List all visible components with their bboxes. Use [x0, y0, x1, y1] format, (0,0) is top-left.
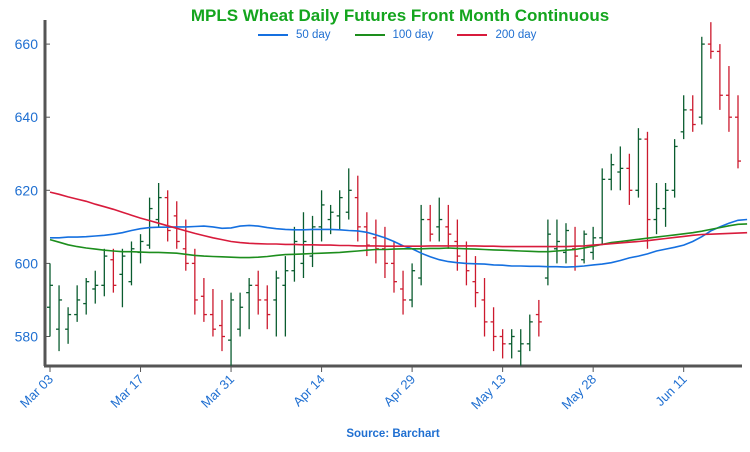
- x-tick-label: May 13: [468, 372, 509, 413]
- ohlc-bar: [47, 263, 53, 337]
- ohlc-bar: [427, 204, 434, 242]
- ohlc-bar: [553, 219, 560, 264]
- ohlc-bar: [590, 226, 597, 260]
- legend-item-100day: 100 day: [354, 27, 434, 43]
- ohlc-bar: [209, 288, 216, 337]
- ohlc-bar: [164, 190, 171, 242]
- ohlc-bar: [508, 329, 515, 359]
- ohlc-bar: [101, 248, 108, 297]
- ohlc-bar: [445, 204, 452, 249]
- ohlc-bar: [436, 197, 443, 242]
- ohlc-bar: [182, 219, 189, 271]
- ohlc-bar: [110, 248, 117, 293]
- legend-label-50day: 50 day: [296, 29, 331, 41]
- ohlc-bar: [608, 153, 615, 191]
- x-tick-label: Apr 29: [381, 372, 419, 410]
- ma-line-100-day: [49, 223, 748, 259]
- ohlc-bar: [653, 182, 660, 235]
- ohlc-bar: [563, 223, 569, 264]
- ohlc-bar: [191, 248, 198, 315]
- y-tick-label: 660: [15, 36, 39, 52]
- y-tick-label: 580: [15, 329, 39, 345]
- ohlc-bar: [689, 95, 696, 132]
- ohlc-bar: [499, 329, 506, 359]
- x-tick-label: May 28: [559, 372, 600, 413]
- ohlc-bar: [599, 168, 606, 246]
- ohlc-bar: [581, 230, 588, 264]
- ohlc-bar: [246, 278, 253, 330]
- ohlc-bar: [644, 131, 651, 249]
- ohlc-bar: [400, 270, 407, 315]
- ohlc-bar: [707, 22, 714, 59]
- ohlc-bar: [228, 292, 235, 366]
- ohlc-bar: [372, 219, 379, 264]
- legend: 50 day 100 day 200 day: [258, 27, 536, 43]
- legend-swatch-200day: [457, 34, 488, 36]
- chart-title: MPLS Wheat Daily Futures Front Month Con…: [190, 6, 610, 25]
- ohlc-bar: [381, 226, 388, 279]
- ohlc-bar: [409, 263, 416, 308]
- ohlc-bar: [535, 299, 542, 337]
- ohlc-bar: [481, 278, 488, 337]
- ohlc-bar: [391, 241, 397, 293]
- ohlc-bar: [200, 278, 207, 322]
- ohlc-bar: [155, 182, 162, 227]
- ma-line-200-day: [49, 191, 748, 248]
- ohlc-bar: [146, 197, 153, 249]
- x-tick-label: Apr 14: [290, 372, 328, 410]
- source-note: Source: Barchart: [346, 428, 440, 440]
- legend-swatch-50day: [258, 34, 288, 36]
- ohlc-bar: [92, 270, 99, 304]
- ohlc-bar: [219, 299, 225, 352]
- ohlc-bar: [716, 44, 723, 110]
- legend-item-200day: 200 day: [457, 27, 536, 43]
- ohlc-bar: [83, 278, 90, 315]
- ohlc-bar: [309, 215, 316, 268]
- ohlc-bar: [725, 66, 732, 132]
- ohlc-bar: [119, 248, 126, 308]
- y-tick-label: 640: [15, 109, 39, 125]
- ohlc-bar: [56, 285, 63, 352]
- ohlc-bar: [318, 190, 325, 242]
- legend-item-50day: 50 day: [258, 27, 331, 43]
- ohlc-bar: [264, 285, 271, 330]
- x-tick-label: Mar 03: [17, 372, 56, 411]
- legend-swatch-100day: [354, 34, 385, 36]
- ohlc-bar: [173, 201, 180, 249]
- x-tick-label: Mar 17: [107, 372, 146, 411]
- ohlc-bar: [517, 329, 524, 366]
- x-tick-label: Jun 11: [652, 372, 690, 410]
- ohlc-bar: [617, 146, 624, 191]
- ohlc-bar: [273, 270, 280, 337]
- ohlc-bar: [626, 153, 633, 205]
- ohlc-bar: [635, 128, 642, 198]
- ohlc-bar: [662, 182, 669, 227]
- ohlc-bar: [137, 234, 144, 264]
- ohlc-bar: [128, 241, 135, 286]
- ohlc-bar: [74, 285, 81, 322]
- legend-label-100day: 100 day: [392, 29, 434, 41]
- x-tick-label: Mar 31: [198, 372, 237, 411]
- ohlc-bar: [255, 270, 262, 315]
- ohlc-bar: [671, 139, 678, 198]
- ma-line-50-day: [50, 218, 748, 268]
- ohlc-bar: [472, 256, 479, 308]
- y-tick-label: 600: [15, 255, 39, 271]
- ohlc-bar: [237, 292, 244, 337]
- ohlc-bar: [526, 314, 533, 352]
- ohlc-bar: [698, 36, 705, 125]
- ohlc-bar: [418, 204, 425, 286]
- legend-label-200day: 200 day: [495, 29, 537, 41]
- ohlc-bar: [345, 168, 352, 220]
- y-tick-label: 620: [15, 182, 39, 198]
- ohlc-bar: [336, 190, 343, 231]
- ohlc-bar: [680, 95, 687, 140]
- ohlc-bar: [65, 307, 72, 344]
- ohlc-bar: [490, 307, 497, 352]
- ohlc-bar: [282, 256, 289, 337]
- ohlc-bar: [735, 95, 741, 169]
